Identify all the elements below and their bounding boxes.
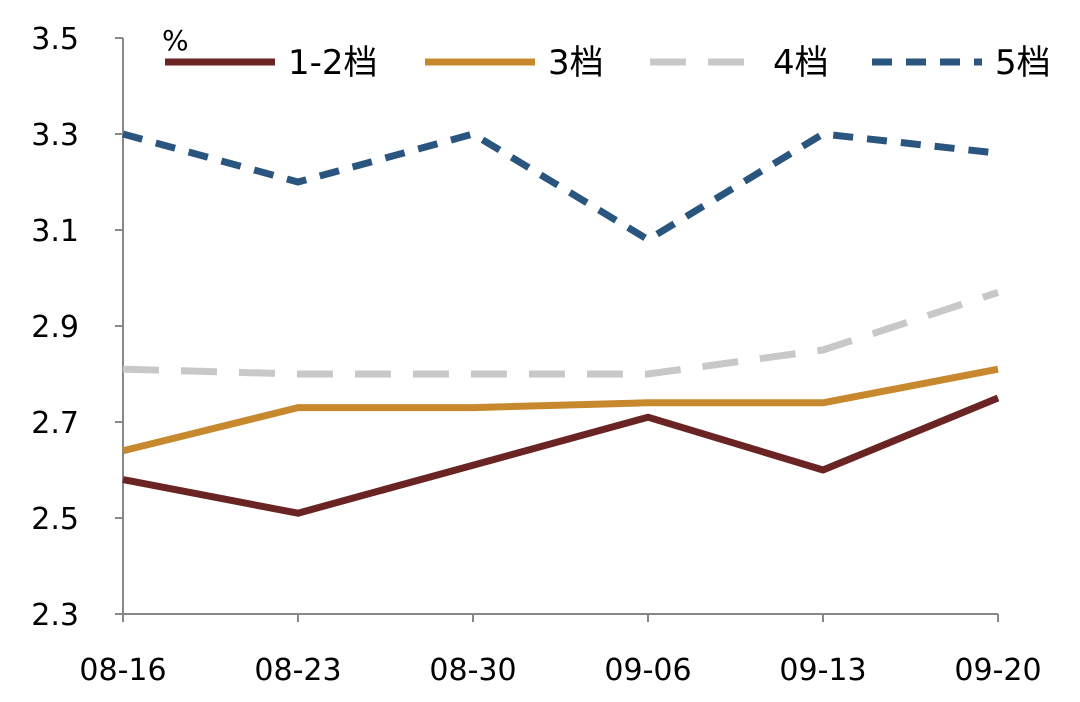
y-tick-label: 3.1 bbox=[31, 214, 79, 249]
legend-label-3: 4档 bbox=[773, 43, 829, 83]
y-tick-label: 2.5 bbox=[31, 502, 79, 537]
y-tick-label: 2.3 bbox=[31, 598, 79, 633]
legend-label-1: 1-2档 bbox=[288, 43, 378, 83]
series-layer bbox=[122, 130, 1000, 517]
x-tick-label: 09-06 bbox=[604, 653, 691, 688]
x-tick-label: 08-30 bbox=[429, 653, 516, 688]
x-tick-label: 08-23 bbox=[254, 653, 341, 688]
y-axis-unit-label: % bbox=[162, 24, 189, 57]
legend-label-4: 5档 bbox=[995, 43, 1051, 83]
axes: 2.3 2.5 2.7 2.9 3.1 3.3 3.5 08-16 08-23 08-30 09-0… bbox=[31, 22, 1041, 688]
legend: 1-2档 3档 4档 5档 bbox=[165, 43, 1051, 83]
series-line-2 bbox=[122, 365, 999, 455]
y-tick-label: 3.3 bbox=[31, 118, 79, 153]
series-line-1 bbox=[122, 394, 1000, 517]
legend-label-2: 3档 bbox=[548, 43, 604, 83]
x-tick-label: 09-13 bbox=[779, 653, 866, 688]
series-line-4 bbox=[122, 130, 999, 244]
y-tick-label: 3.5 bbox=[31, 22, 79, 57]
x-tick-label: 08-16 bbox=[79, 653, 166, 688]
y-tick-label: 2.7 bbox=[31, 406, 79, 441]
series-line-3 bbox=[122, 289, 1000, 378]
y-tick-label: 2.9 bbox=[31, 310, 79, 345]
x-tick-label: 09-20 bbox=[954, 653, 1041, 688]
